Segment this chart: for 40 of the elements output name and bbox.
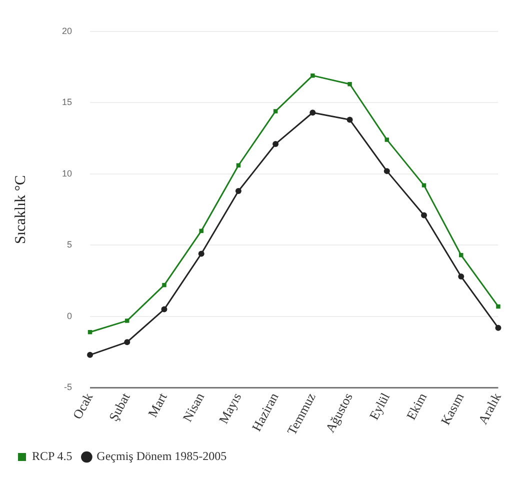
point [384,168,390,174]
y-tick-label: -5 [64,382,72,392]
y-tick-label: 15 [62,97,72,108]
point [348,82,352,86]
point [496,304,500,309]
x-tick-label: Eylül [366,390,393,422]
x-tick-label: Ocak [70,390,96,422]
x-tick-label: Mart [144,390,170,420]
point [458,253,464,258]
point [422,183,426,188]
point [458,274,464,280]
x-tick-label: Aralık [475,390,504,427]
x-tick-label: Ekim [403,390,430,422]
point [87,352,94,358]
x-tick-label: Mayıs [216,390,244,426]
point [235,188,242,194]
point [273,109,278,114]
point [162,282,166,288]
point [310,73,315,78]
point [124,339,130,346]
point [161,306,168,312]
point [236,163,241,168]
legend-label: Geçmiş Dönem 1985-2005 [96,449,227,464]
point [125,318,130,323]
y-tick-label: 20 [62,26,72,36]
point [310,110,316,116]
point [346,116,353,123]
legend-label: RCP 4.5 [32,449,72,464]
point [495,324,502,331]
point [384,138,390,142]
y-axis-title: Sıcaklık °C [12,175,29,244]
x-tick-label: Nisan [180,390,208,424]
x-tick-label: Şubat [106,390,133,424]
point [272,140,279,147]
y-tick-label: 5 [66,240,72,250]
y-tick-label: 10 [62,168,72,178]
point [198,250,204,257]
point [199,228,204,234]
y-tick-label: 0 [66,310,72,321]
point [421,212,428,218]
